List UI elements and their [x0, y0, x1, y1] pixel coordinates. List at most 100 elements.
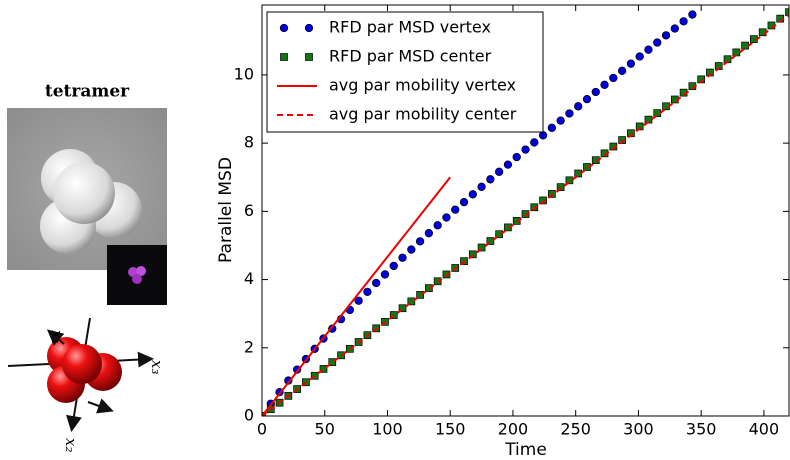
y-tick-label: 10 — [234, 64, 254, 83]
marker — [679, 17, 688, 26]
marker — [398, 304, 407, 313]
blob — [132, 274, 142, 284]
marker — [591, 87, 600, 97]
line — [262, 176, 451, 416]
marker — [627, 129, 635, 138]
marker — [398, 253, 407, 262]
marker — [477, 182, 486, 191]
y-tick-label: 2 — [244, 337, 254, 356]
marker — [459, 197, 469, 207]
y-axis-label: Parallel MSD — [216, 157, 236, 263]
marker — [372, 278, 381, 288]
marker — [661, 31, 671, 40]
marker — [280, 53, 288, 61]
legend: RFD par MSD vertex RFD par MSD center avg … — [266, 11, 544, 133]
marker — [354, 296, 363, 305]
marker — [600, 80, 609, 89]
marker — [477, 243, 486, 252]
axis-label: x₃ — [148, 360, 166, 374]
marker — [407, 297, 416, 306]
marker — [304, 23, 314, 33]
marker — [653, 109, 662, 117]
marker — [305, 53, 313, 61]
x-tick-label: 300 — [623, 420, 654, 439]
inset-title: tetramer — [45, 82, 130, 102]
marker — [319, 365, 328, 373]
marker — [635, 122, 644, 131]
marker — [380, 270, 390, 279]
marker — [556, 116, 565, 125]
marker — [389, 261, 398, 271]
marker — [328, 358, 337, 366]
marker — [486, 237, 495, 245]
legend-label: RFD par MSD vertex — [329, 18, 491, 37]
marker — [521, 145, 530, 154]
legend-label: avg par mobility vertex — [329, 76, 516, 95]
axis-arrow — [87, 398, 114, 414]
marker — [565, 109, 574, 118]
inset: tetramer x₁ x₃ x₂ — [7, 82, 167, 452]
y-tick-label: 4 — [244, 269, 254, 288]
x-tick-label: 400 — [749, 420, 780, 439]
marker — [442, 213, 451, 222]
marker — [279, 23, 289, 33]
marker — [626, 59, 636, 68]
marker — [547, 123, 556, 132]
axis-arrow — [46, 329, 65, 346]
y-tick-label: 8 — [244, 133, 254, 152]
marker — [609, 73, 618, 83]
marker — [503, 160, 513, 169]
marker — [310, 371, 319, 380]
marker — [451, 205, 460, 214]
plot-frame — [261, 4, 790, 417]
x-tick-label: 50 — [315, 420, 335, 439]
marker — [653, 38, 662, 47]
marker — [495, 230, 503, 239]
marker — [644, 45, 653, 54]
y-tick-label: 0 — [244, 406, 254, 425]
marker — [538, 131, 548, 140]
marker — [530, 138, 539, 147]
marker — [363, 287, 372, 296]
marker — [433, 221, 442, 230]
marker — [521, 210, 530, 218]
x-tick-label: 350 — [686, 420, 717, 439]
marker — [407, 245, 416, 254]
x-tick-label: 150 — [435, 420, 466, 439]
x-axis-label: Time — [504, 440, 547, 460]
marker — [635, 52, 644, 61]
marker — [416, 291, 424, 299]
marker — [547, 190, 556, 198]
marker — [512, 152, 521, 162]
sphere — [62, 344, 102, 384]
x-tick-label: 100 — [372, 420, 403, 439]
marker — [688, 10, 697, 19]
marker — [574, 102, 583, 111]
x-tick-label: 250 — [560, 420, 591, 439]
x-tick-label: 200 — [498, 420, 529, 439]
marker — [732, 48, 741, 57]
marker — [337, 351, 345, 360]
marker — [468, 190, 477, 199]
sphere — [53, 162, 115, 224]
blob — [136, 266, 146, 276]
marker — [617, 66, 627, 75]
legend-box — [266, 11, 544, 133]
marker — [618, 136, 626, 144]
marker — [582, 94, 592, 104]
marker — [486, 175, 495, 184]
marker — [424, 229, 434, 238]
marker — [785, 8, 789, 17]
marker — [495, 167, 504, 176]
plot-area — [262, 8, 789, 416]
legend-label: RFD par MSD center — [329, 47, 492, 66]
legend-label: avg par mobility center — [329, 105, 517, 124]
marker — [539, 196, 547, 205]
marker — [415, 237, 425, 246]
y-tick-label: 6 — [244, 201, 254, 220]
axis-label: x₂ — [62, 438, 80, 452]
marker — [556, 183, 565, 191]
x-tick-label: 0 — [257, 420, 267, 439]
